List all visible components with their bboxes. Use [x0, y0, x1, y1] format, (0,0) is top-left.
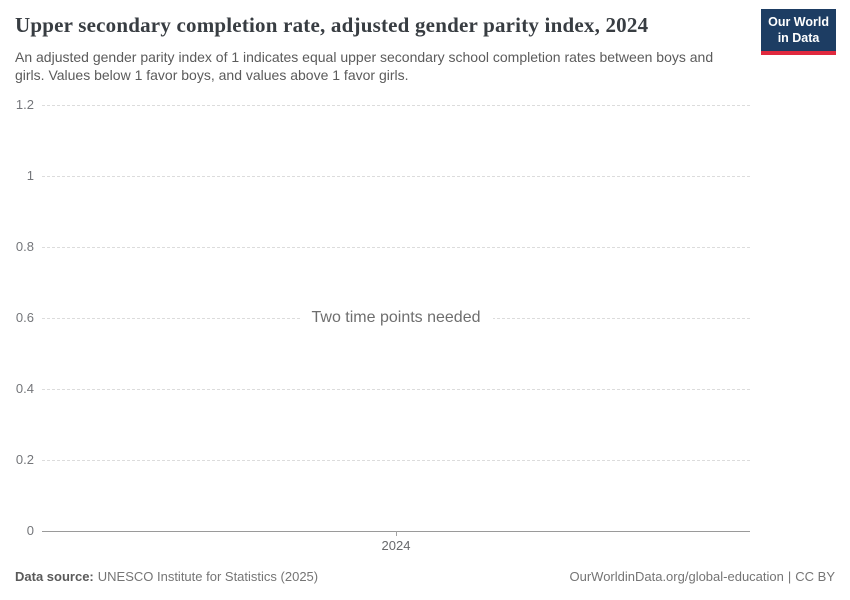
credit-url-link[interactable]: OurWorldinData.org/global-education — [569, 569, 784, 584]
gridline — [42, 105, 750, 106]
owid-logo-line1: Our World — [768, 15, 829, 29]
license-link[interactable]: CC BY — [795, 569, 835, 584]
y-axis-tick-label: 0.8 — [15, 239, 34, 254]
y-axis-tick-label: 1.2 — [15, 97, 34, 112]
chart-subtitle: An adjusted gender parity index of 1 ind… — [15, 49, 714, 84]
y-axis-tick-label: 0.4 — [15, 381, 34, 396]
x-axis-tick-mark — [396, 531, 397, 536]
owid-logo-line2: in Data — [777, 31, 820, 46]
gridline — [42, 460, 750, 461]
y-axis-tick-label: 0 — [26, 523, 34, 538]
gridline — [42, 389, 750, 390]
gridline — [42, 176, 750, 177]
x-axis-tick-label: 2024 — [381, 538, 411, 553]
owid-logo[interactable]: Our World in Data — [761, 9, 836, 55]
credit-separator: | — [787, 569, 792, 584]
datasource-text: UNESCO Institute for Statistics (2025) — [97, 569, 319, 584]
datasource-label: Data source: — [15, 569, 94, 584]
y-axis-tick-label: 0.6 — [15, 310, 34, 325]
gridline — [42, 247, 750, 248]
empty-state-message: Two time points needed — [299, 308, 493, 328]
footer-datasource: Data source: UNESCO Institute for Statist… — [15, 569, 318, 584]
y-axis-tick-label: 1 — [26, 168, 34, 183]
chart-title: Upper secondary completion rate, adjuste… — [15, 13, 649, 37]
y-axis-tick-label: 0.2 — [15, 452, 34, 467]
empty-state-message-row: Two time points needed — [42, 308, 750, 328]
footer-credit: OurWorldinData.org/global-education | CC B… — [569, 569, 835, 584]
